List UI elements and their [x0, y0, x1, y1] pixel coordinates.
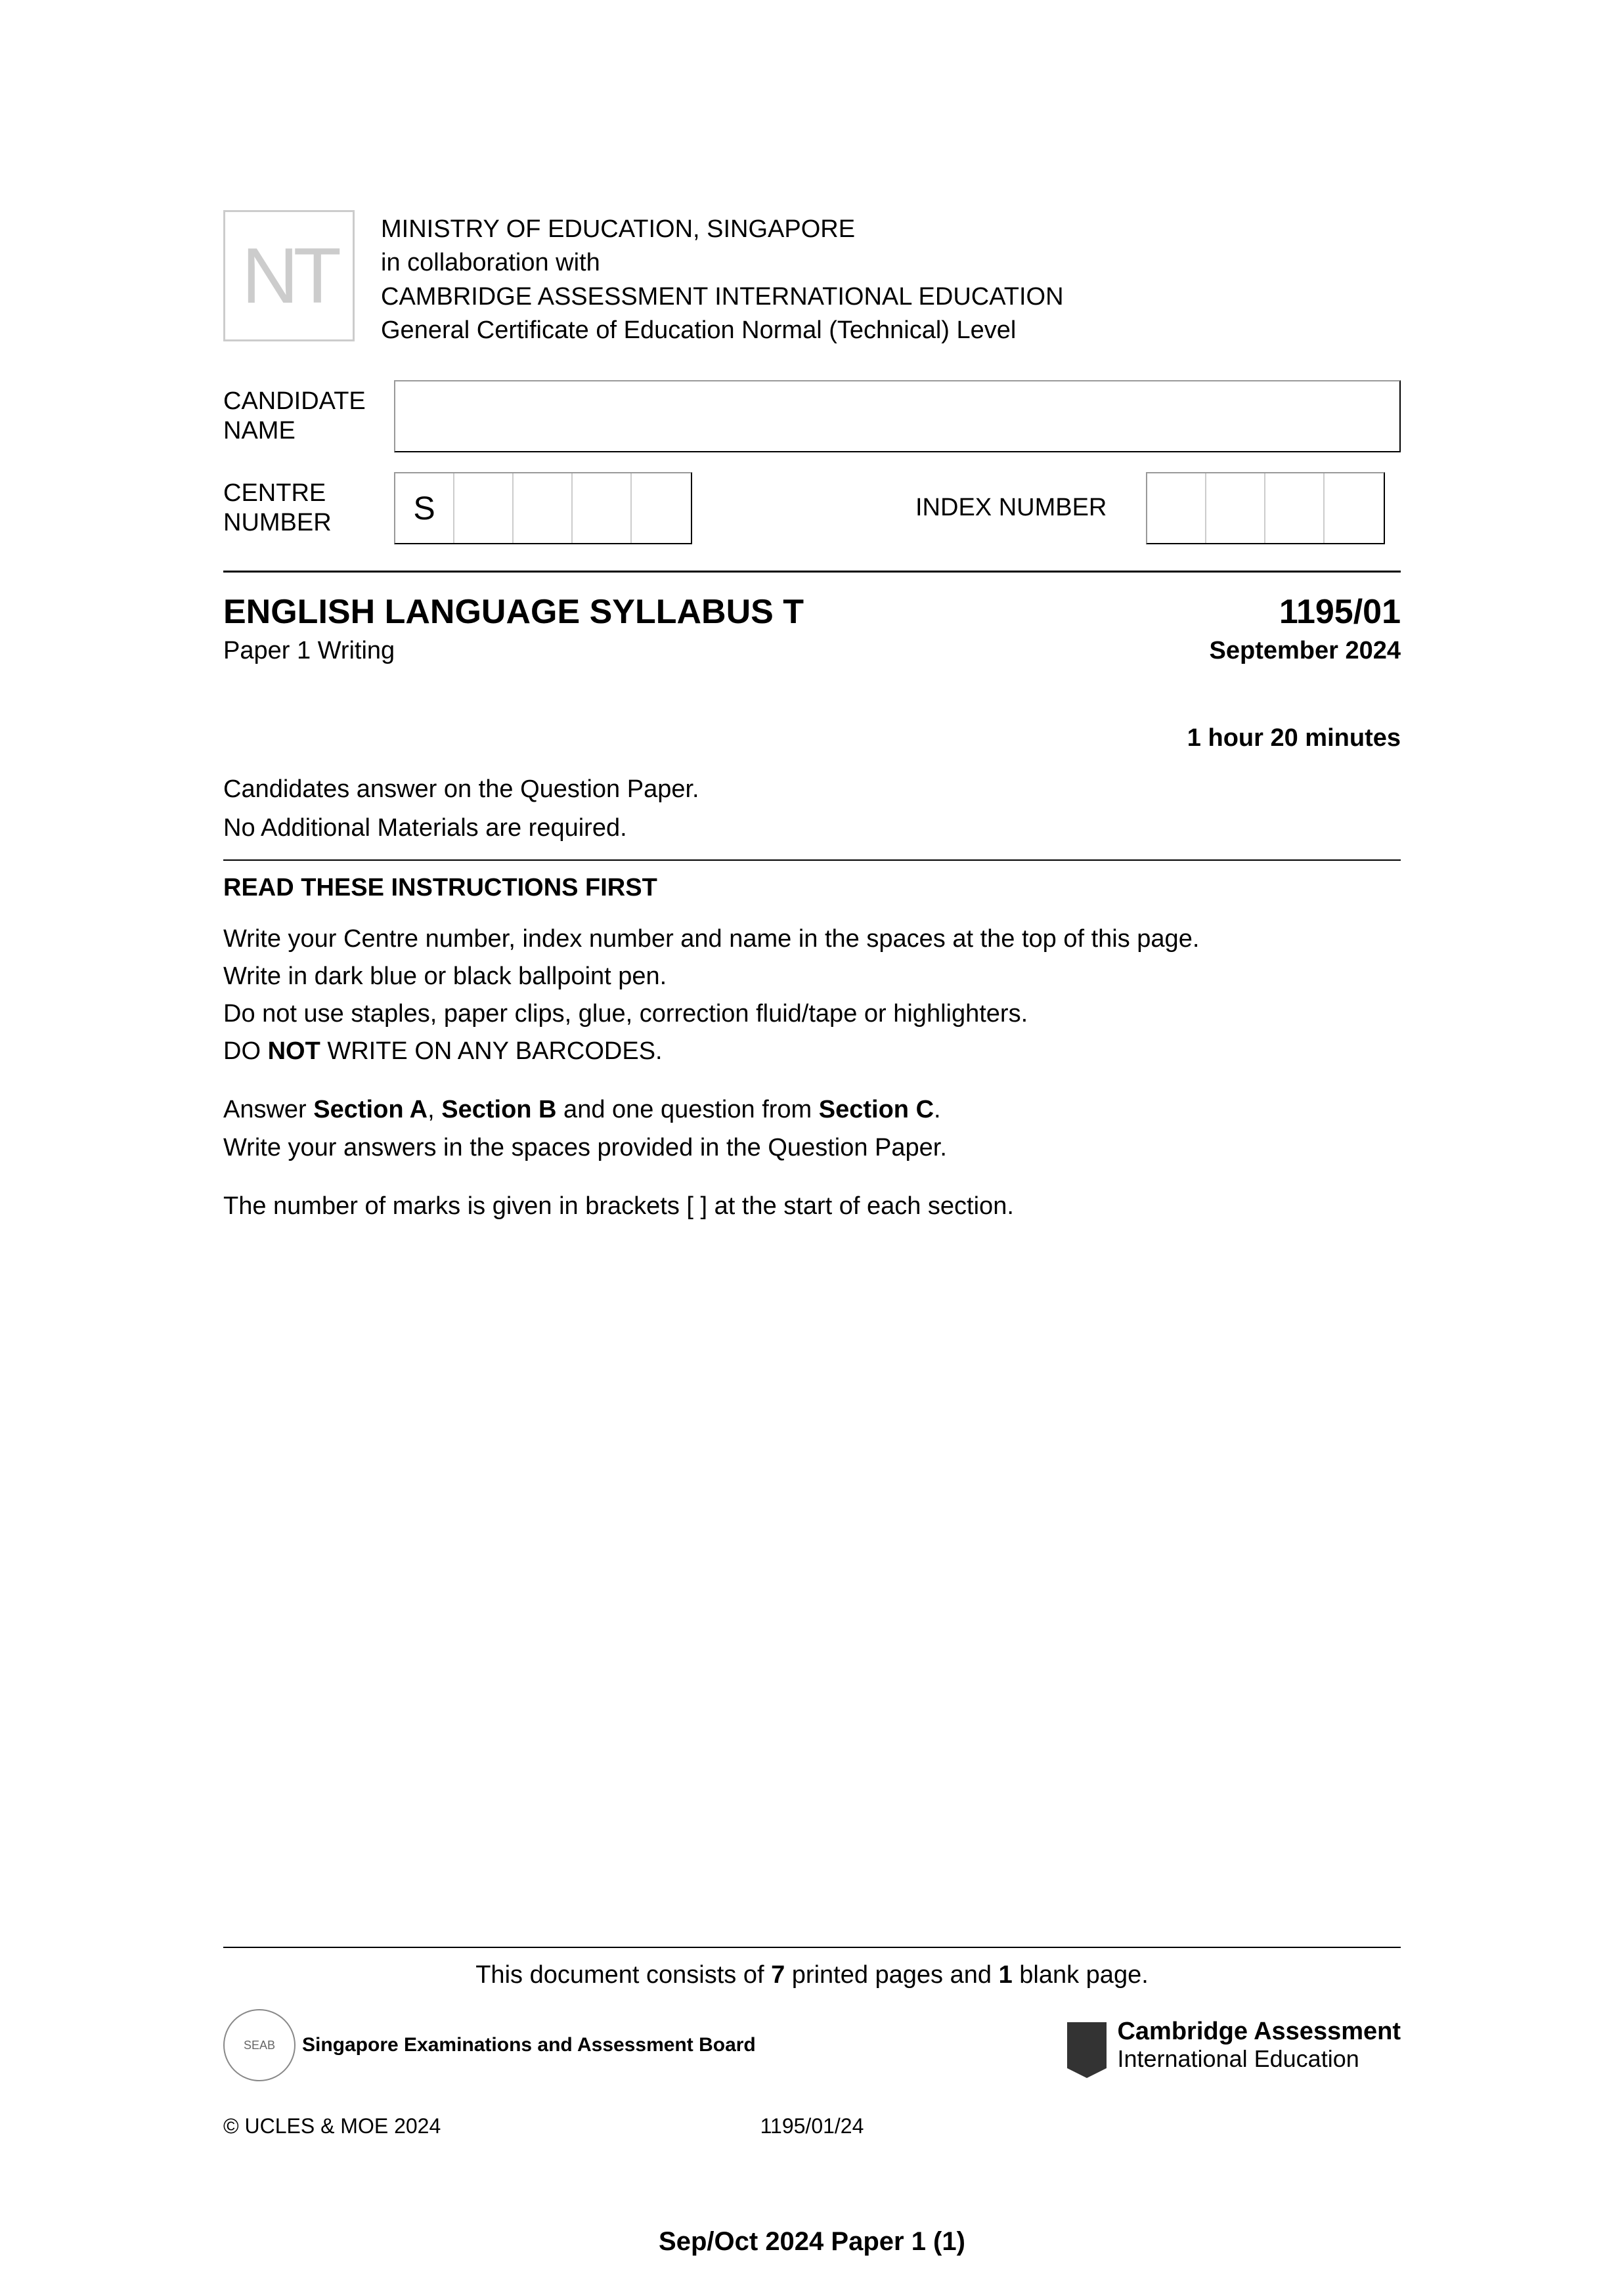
cambridge-shield-icon — [1067, 2022, 1107, 2068]
index-cell[interactable] — [1265, 473, 1325, 543]
bottom-caption: Sep/Oct 2024 Paper 1 (1) — [0, 2227, 1624, 2257]
centre-cell[interactable] — [514, 473, 573, 543]
centre-number-boxes[interactable]: S — [394, 472, 692, 544]
centre-cell[interactable] — [632, 473, 691, 543]
footer-area: This document consists of 7 printed page… — [223, 1941, 1401, 2138]
logos-row: SEAB Singapore Examinations and Assessme… — [223, 2009, 1401, 2081]
centre-cell[interactable] — [454, 473, 514, 543]
seab-text: Singapore Examinations and Assessment Bo… — [302, 2034, 756, 2056]
text-span: WRITE ON ANY BARCODES. — [320, 1037, 663, 1065]
paper-label: Paper 1 Writing — [223, 637, 395, 665]
seab-logo-block: SEAB Singapore Examinations and Assessme… — [223, 2009, 756, 2081]
copyright-text: © UCLES & MOE 2024 — [223, 2114, 616, 2138]
index-number-boxes[interactable] — [1146, 472, 1385, 544]
paper-code: 1195/01 — [1279, 592, 1401, 632]
page-count-line: This document consists of 7 printed page… — [223, 1961, 1401, 1989]
instruction-line: DO NOT WRITE ON ANY BARCODES. — [223, 1034, 1401, 1069]
index-cell[interactable] — [1206, 473, 1265, 543]
ministry-line2: in collaboration with — [381, 246, 1064, 280]
text-span: printed pages and — [785, 1961, 998, 1989]
divider-top — [223, 571, 1401, 573]
text-span: DO — [223, 1037, 268, 1065]
title-row: ENGLISH LANGUAGE SYLLABUS T 1195/01 — [223, 592, 1401, 632]
instruction-line: The number of marks is given in brackets… — [223, 1189, 1401, 1224]
candidate-fields: CANDIDATE NAME CENTRE NUMBER S INDEX NUM… — [223, 380, 1401, 544]
cambridge-logo-block: Cambridge Assessment International Educa… — [1067, 2018, 1401, 2071]
subject-title: ENGLISH LANGUAGE SYLLABUS T — [223, 592, 804, 632]
footer-paper-code: 1195/01/24 — [616, 2114, 1009, 2138]
instructions-block-1: Write your Centre number, index number a… — [223, 922, 1401, 1070]
header-row: NT MINISTRY OF EDUCATION, SINGAPORE in c… — [223, 210, 1401, 347]
index-cell[interactable] — [1325, 473, 1384, 543]
ministry-block: MINISTRY OF EDUCATION, SINGAPORE in coll… — [381, 210, 1064, 347]
nt-logo-text: NT — [242, 230, 336, 321]
bold-span: Section C — [819, 1096, 934, 1123]
cambridge-text: Cambridge Assessment International Educa… — [1117, 2018, 1401, 2071]
instructions-heading: READ THESE INSTRUCTIONS FIRST — [223, 874, 1401, 902]
index-cell[interactable] — [1147, 473, 1206, 543]
exam-date: September 2024 — [1210, 637, 1401, 665]
ministry-line4: General Certificate of Education Normal … — [381, 314, 1064, 347]
centre-cell-prefix: S — [395, 473, 454, 543]
copyright-row: © UCLES & MOE 2024 1195/01/24 — [223, 2114, 1401, 2138]
seab-circle-icon: SEAB — [223, 2009, 296, 2081]
centre-index-row: CENTRE NUMBER S INDEX NUMBER — [223, 472, 1401, 544]
pre-instruction-1: Candidates answer on the Question Paper. — [223, 772, 1401, 807]
bold-span: Section A — [313, 1096, 428, 1123]
bold-span: Section B — [441, 1096, 556, 1123]
divider-instructions — [223, 859, 1401, 861]
duration: 1 hour 20 minutes — [223, 724, 1401, 752]
instructions-block-2: Answer Section A, Section B and one ques… — [223, 1093, 1401, 1165]
pre-instruction-2: No Additional Materials are required. — [223, 811, 1401, 846]
seab-label: SEAB — [244, 2039, 275, 2052]
centre-cell[interactable] — [573, 473, 632, 543]
instruction-line: Write in dark blue or black ballpoint pe… — [223, 959, 1401, 994]
text-span: . — [934, 1096, 941, 1123]
cambridge-line1: Cambridge Assessment — [1117, 2018, 1401, 2046]
centre-number-label: CENTRE NUMBER — [223, 479, 394, 538]
instruction-line: Write your answers in the spaces provide… — [223, 1131, 1401, 1165]
candidate-name-row: CANDIDATE NAME — [223, 380, 1401, 452]
candidate-name-label: CANDIDATE NAME — [223, 387, 394, 446]
text-span: blank page. — [1013, 1961, 1149, 1989]
text-span: , — [428, 1096, 441, 1123]
nt-logo-box: NT — [223, 210, 355, 341]
candidate-name-input[interactable] — [394, 380, 1401, 452]
bold-span: NOT — [268, 1037, 320, 1065]
exam-cover-page: NT MINISTRY OF EDUCATION, SINGAPORE in c… — [0, 0, 1624, 2296]
spacer — [1008, 2114, 1401, 2138]
text-span: This document consists of — [475, 1961, 771, 1989]
subtitle-row: Paper 1 Writing September 2024 — [223, 637, 1401, 665]
bold-span: 7 — [771, 1961, 785, 1989]
cambridge-line2: International Education — [1117, 2046, 1401, 2072]
index-number-label: INDEX NUMBER — [915, 493, 1107, 523]
ministry-line3: CAMBRIDGE ASSESSMENT INTERNATIONAL EDUCA… — [381, 280, 1064, 314]
text-span: Answer — [223, 1096, 313, 1123]
text-span: and one question from — [557, 1096, 819, 1123]
instruction-line: Write your Centre number, index number a… — [223, 922, 1401, 957]
instruction-line: Answer Section A, Section B and one ques… — [223, 1093, 1401, 1127]
instruction-line: Do not use staples, paper clips, glue, c… — [223, 997, 1401, 1031]
ministry-line1: MINISTRY OF EDUCATION, SINGAPORE — [381, 213, 1064, 246]
bold-span: 1 — [999, 1961, 1013, 1989]
footer-divider — [223, 1947, 1401, 1948]
